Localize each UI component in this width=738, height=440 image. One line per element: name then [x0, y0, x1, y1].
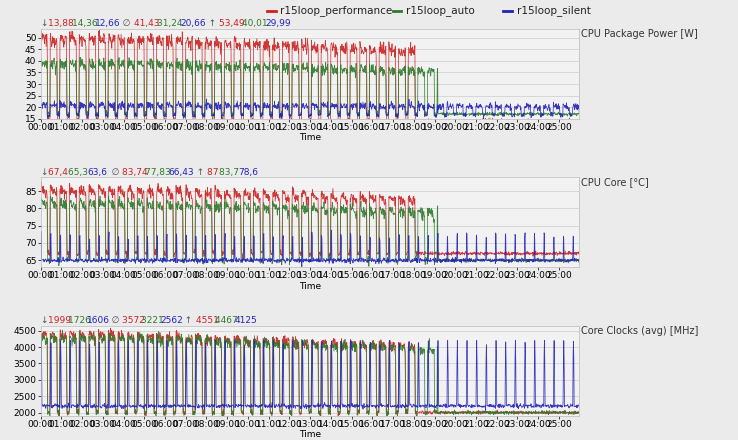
Text: ↑: ↑ — [176, 316, 196, 325]
Text: 12,66: 12,66 — [95, 19, 120, 28]
Text: 4467: 4467 — [215, 316, 241, 325]
Text: 63,6: 63,6 — [87, 168, 107, 177]
Text: 87: 87 — [207, 168, 221, 177]
Text: 13,88: 13,88 — [49, 19, 77, 28]
Text: r15loop_auto: r15loop_auto — [406, 6, 475, 16]
Text: ↓: ↓ — [41, 316, 51, 325]
Text: 53,49: 53,49 — [219, 19, 247, 28]
Text: 83,74: 83,74 — [122, 168, 151, 177]
Text: 40,01: 40,01 — [242, 19, 271, 28]
Text: 78,6: 78,6 — [238, 168, 258, 177]
Text: 2562: 2562 — [161, 316, 184, 325]
Text: ↑: ↑ — [199, 19, 218, 28]
Text: 41,43: 41,43 — [134, 19, 162, 28]
Text: ∅: ∅ — [114, 19, 134, 28]
Text: 14,36: 14,36 — [72, 19, 100, 28]
Text: Core Clocks (avg) [MHz]: Core Clocks (avg) [MHz] — [581, 326, 698, 336]
Text: 3221: 3221 — [142, 316, 167, 325]
Text: ↑: ↑ — [188, 168, 207, 177]
Text: 4125: 4125 — [235, 316, 258, 325]
Text: CPU Package Power [W]: CPU Package Power [W] — [581, 29, 697, 39]
Text: 67,4: 67,4 — [49, 168, 71, 177]
Text: 3572: 3572 — [122, 316, 148, 325]
Text: CPU Core [°C]: CPU Core [°C] — [581, 177, 649, 187]
Text: 1606: 1606 — [87, 316, 110, 325]
Text: ∅: ∅ — [103, 168, 122, 177]
Text: r15loop_performance: r15loop_performance — [280, 6, 393, 16]
Text: 66,43: 66,43 — [168, 168, 194, 177]
Text: 65,3: 65,3 — [68, 168, 91, 177]
X-axis label: Time: Time — [299, 430, 321, 440]
Text: 4551: 4551 — [196, 316, 221, 325]
X-axis label: Time: Time — [299, 282, 321, 291]
Text: 1726: 1726 — [68, 316, 94, 325]
X-axis label: Time: Time — [299, 133, 321, 142]
Text: ↓: ↓ — [41, 168, 51, 177]
Text: 29,99: 29,99 — [266, 19, 292, 28]
Text: 1999: 1999 — [49, 316, 75, 325]
Text: r15loop_silent: r15loop_silent — [517, 6, 590, 16]
Text: 20,66: 20,66 — [180, 19, 206, 28]
Text: ∅: ∅ — [103, 316, 122, 325]
Text: 83,7: 83,7 — [219, 168, 242, 177]
Text: ↓: ↓ — [41, 19, 51, 28]
Text: 77,83: 77,83 — [145, 168, 174, 177]
Text: 31,24: 31,24 — [157, 19, 185, 28]
